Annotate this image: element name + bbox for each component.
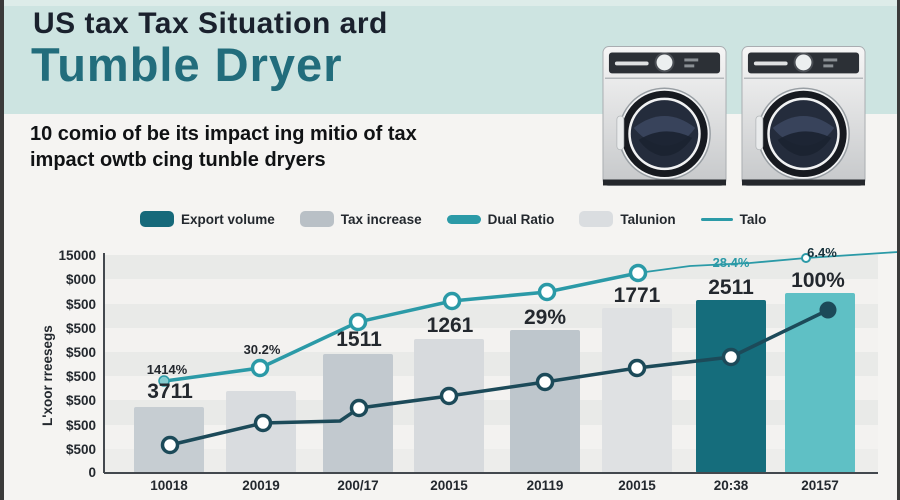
dual-ratio-swatch (446, 214, 481, 224)
tumble-dryer-icon (602, 46, 727, 186)
y-tick: $500 (66, 345, 96, 360)
navy-point (253, 413, 273, 433)
legend-item-talo: Talo (700, 211, 767, 227)
x-tick: 200/17 (337, 478, 378, 493)
bar-label-6: 1771 (614, 284, 661, 307)
navy-line-series (160, 301, 837, 455)
y-tick: 15000 (58, 248, 96, 263)
y-tick: $000 (66, 272, 96, 287)
navy-point (721, 347, 741, 367)
subtitle-line1: 10 comio of be its impact ing mitio of t… (30, 123, 417, 145)
y-axis-ticks: 15000 $000 $500 $500 $500 $500 $500 $500… (58, 248, 96, 480)
teal-start-point (158, 375, 170, 387)
y-tick: $500 (66, 418, 96, 433)
bar-5 (510, 330, 580, 473)
teal-label-1: 1414% (147, 362, 188, 377)
y-axis-title: L'xoor rreesegs (40, 325, 55, 426)
x-tick: 20157 (801, 478, 839, 493)
y-tick: $500 (66, 393, 96, 408)
teal-point (348, 312, 368, 332)
bar-label-5: 29% (524, 306, 566, 329)
y-tick: $500 (66, 297, 96, 312)
x-tick: 20015 (618, 478, 656, 493)
talunion-swatch (579, 211, 614, 227)
y-tick: 0 (88, 465, 96, 480)
teal-label-2: 30.2% (244, 342, 281, 357)
page-title-line1: US tax Tax Situation ard (33, 7, 388, 40)
bar-6 (602, 308, 672, 473)
top-highlight (0, 0, 900, 6)
x-axis-ticks: 10018 20019 200/17 20015 20119 20015 20:… (150, 478, 839, 493)
teal-label-4: 6.4% (807, 245, 837, 260)
export-volume-swatch (140, 211, 174, 227)
x-tick: 20:38 (714, 478, 749, 493)
legend-item-talunion: Talunion (579, 211, 676, 227)
teal-label-3: 28.4% (713, 255, 750, 270)
teal-point (628, 263, 648, 283)
page-title-line2: Tumble Dryer (31, 38, 343, 91)
legend-label: Talunion (620, 211, 676, 227)
tumble-dryer-icon (741, 46, 866, 186)
legend-label: Export volume (181, 211, 275, 227)
bar-series (134, 293, 855, 473)
bar-8 (785, 293, 855, 473)
teal-small-point (801, 253, 811, 263)
bar-label-4: 1261 (427, 314, 474, 337)
teal-point (250, 358, 270, 378)
subtitle: 10 comio of be its impact ing mitio of t… (30, 121, 590, 173)
teal-line-series (158, 251, 899, 387)
right-border (897, 0, 900, 500)
chart-legend: Export volume Tax increase Dual Ratio Ta… (140, 211, 766, 227)
x-tick: 20019 (242, 478, 280, 493)
title-block: US tax Tax Situation ard Tumble Dryer (31, 7, 388, 92)
x-tick: 20015 (430, 478, 468, 493)
subtitle-line2: impact owtb cing tunble dryers (30, 149, 326, 171)
teal-point (537, 282, 557, 302)
combo-chart: L'xoor rreesegs 15000 $000 $500 $500 $50… (40, 245, 899, 493)
y-tick: $500 (66, 321, 96, 336)
navy-point (535, 372, 555, 392)
navy-point (439, 386, 459, 406)
y-tick: $500 (66, 442, 96, 457)
talo-swatch (700, 217, 733, 221)
navy-point (349, 398, 369, 418)
legend-label: Dual Ratio (487, 211, 555, 227)
legend-item-export-volume: Export volume (140, 211, 275, 227)
bar-label-1: 3711 (147, 380, 193, 403)
legend-item-dual-ratio: Dual Ratio (446, 211, 555, 227)
dryer-illustrations (601, 42, 867, 192)
bar-label-7: 2511 (708, 276, 754, 299)
legend-label: Talo (739, 211, 767, 227)
teal-line (164, 271, 639, 383)
legend-item-tax-increase: Tax increase (299, 211, 422, 227)
data-labels: 1414% 3711 30.2% 1511 1261 29% 1771 2511… (147, 245, 845, 403)
navy-end-point (819, 301, 837, 319)
x-tick: 10018 (150, 478, 188, 493)
teal-point (442, 291, 462, 311)
bar-label-3: 1511 (336, 328, 382, 351)
bar-7 (696, 300, 766, 473)
left-border (0, 0, 4, 500)
teal-line-thin (637, 251, 899, 274)
tax-increase-swatch (299, 211, 334, 227)
bar-4 (414, 339, 484, 473)
y-tick: $500 (66, 369, 96, 384)
navy-point (160, 435, 180, 455)
x-tick: 20119 (527, 478, 564, 493)
legend-label: Tax increase (340, 211, 422, 227)
navy-point (627, 358, 647, 378)
bar-label-8: 100% (791, 269, 845, 292)
